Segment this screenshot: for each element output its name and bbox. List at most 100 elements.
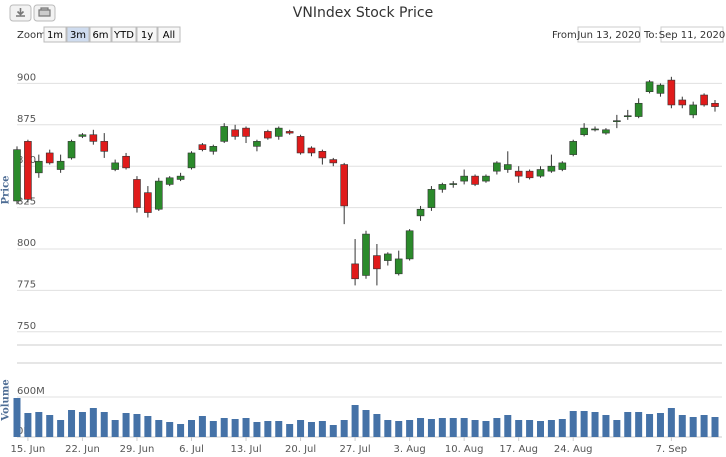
y-tick-label: 750 xyxy=(17,321,36,332)
volume-bar xyxy=(46,415,54,437)
volume-bar xyxy=(177,424,185,437)
candle-body xyxy=(514,170,523,177)
volume-bar xyxy=(307,422,315,437)
candle-body xyxy=(264,131,272,139)
candle-body xyxy=(362,233,370,276)
volume-bar xyxy=(395,421,403,437)
candle-body xyxy=(569,141,578,155)
candle-body xyxy=(449,183,458,185)
x-tick-label: 13. Jul xyxy=(230,444,261,455)
zoom-button-label: 3m xyxy=(70,30,86,41)
volume-bar xyxy=(504,415,512,437)
volume-bar xyxy=(635,412,643,437)
export-buttons[interactable] xyxy=(9,4,56,22)
candle-body xyxy=(100,141,109,152)
x-tick-label: 22. Jun xyxy=(65,444,100,455)
candle-body xyxy=(111,162,119,170)
volume-bar xyxy=(700,415,708,437)
volume-bar xyxy=(209,421,217,437)
volume-bar xyxy=(449,418,457,437)
candle-body xyxy=(613,120,621,122)
volume-bar xyxy=(373,414,381,437)
candle-body xyxy=(580,127,588,136)
candle-body xyxy=(24,141,32,200)
candle-body xyxy=(318,151,327,159)
candle-body xyxy=(656,84,665,94)
zoom-button[interactable] xyxy=(89,26,112,43)
y-tick-label: 900 xyxy=(17,72,36,83)
x-tick-label: 7. Sep xyxy=(656,444,688,455)
zoom-button[interactable] xyxy=(157,26,181,43)
volume-bar xyxy=(526,420,534,437)
from-input[interactable] xyxy=(577,26,641,43)
y2-tick-label: 600M xyxy=(17,386,45,397)
y-tick-label: 825 xyxy=(17,197,36,208)
candle-body xyxy=(307,147,316,154)
to-label: To: xyxy=(643,30,658,41)
candle-body xyxy=(351,263,359,280)
candle-body xyxy=(525,170,534,179)
x-tick-label: 3. Aug xyxy=(394,444,426,455)
volume-bar xyxy=(646,414,654,437)
zoom-label: Zoom xyxy=(17,30,46,41)
candle-body xyxy=(591,128,599,131)
volume-bar xyxy=(264,421,272,437)
to-value: Sep 11, 2020 xyxy=(659,30,726,41)
print-icon xyxy=(38,7,51,17)
volume-bar xyxy=(253,422,261,437)
zoom-button[interactable] xyxy=(111,26,137,43)
candle-body xyxy=(405,230,414,260)
volume-bar xyxy=(155,420,163,437)
candle-body xyxy=(187,152,196,169)
to-input[interactable] xyxy=(660,26,724,43)
candle-body xyxy=(503,164,512,170)
x-tick-label: 15. Jun xyxy=(11,444,46,455)
volume-bar xyxy=(340,420,348,437)
candle-body xyxy=(373,255,381,270)
candle-body xyxy=(198,144,207,150)
from-label: From: xyxy=(552,30,580,41)
zoom-button[interactable] xyxy=(43,26,67,43)
candle-body xyxy=(67,141,76,159)
candle-body xyxy=(122,155,130,169)
candle-body xyxy=(209,146,218,152)
download-icon xyxy=(16,8,25,17)
x-tick-label: 10. Aug xyxy=(445,444,484,455)
volume-bar xyxy=(667,408,675,437)
volume-bar xyxy=(133,414,141,437)
volume-bar xyxy=(286,424,294,437)
x-tick-label: 20. Jul xyxy=(285,444,316,455)
from-value: Jun 13, 2020 xyxy=(576,30,640,41)
x-tick-label: 24. Aug xyxy=(554,444,593,455)
candle-body xyxy=(296,136,305,154)
volume-bar xyxy=(329,425,337,437)
volume-bar xyxy=(602,415,610,437)
x-tick-label: 17. Aug xyxy=(499,444,538,455)
candle-body xyxy=(45,152,54,164)
candle-body xyxy=(144,192,152,213)
x-tick-label: 27. Jul xyxy=(340,444,371,455)
y-tick-label: 775 xyxy=(17,279,36,290)
volume-bar xyxy=(111,420,119,437)
zoom-button[interactable] xyxy=(66,26,90,43)
volume-bar xyxy=(417,418,425,437)
candle-body xyxy=(536,169,545,177)
volume-bar xyxy=(220,418,228,437)
candle-body xyxy=(340,164,348,207)
zoom-button[interactable] xyxy=(136,26,158,43)
volume-bar xyxy=(678,415,686,437)
candle-body xyxy=(384,253,392,261)
volume-bar xyxy=(24,413,32,437)
volume-bar xyxy=(297,420,305,437)
candle-body xyxy=(274,127,283,137)
volume-bar xyxy=(406,420,414,437)
volume-bar xyxy=(318,421,326,437)
candle-body xyxy=(220,126,229,142)
candle-body xyxy=(427,189,436,208)
candle-body xyxy=(493,162,501,172)
volume-bar xyxy=(482,421,490,437)
candle-body xyxy=(231,129,239,137)
x-tick-label: 29. Jun xyxy=(120,444,155,455)
candle-body xyxy=(438,184,447,190)
volume-bar xyxy=(547,420,555,437)
